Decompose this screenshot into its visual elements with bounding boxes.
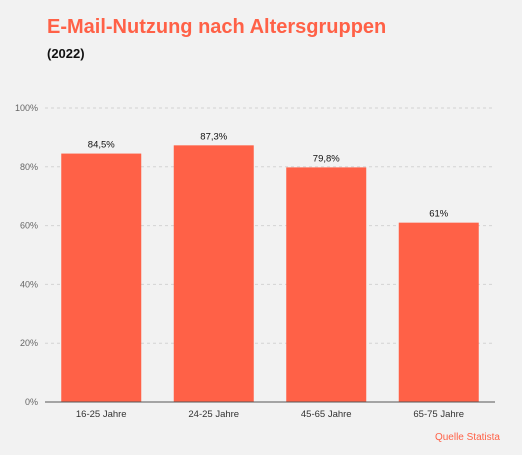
y-tick-label: 0% [25,397,38,407]
x-category-label: 16-25 Jahre [76,409,127,420]
y-tick-label: 80% [20,162,38,172]
chart-subtitle: (2022) [47,46,85,61]
data-label: 79,8% [313,153,340,164]
y-tick-label: 100% [15,103,38,113]
bar [286,167,367,402]
data-label: 61% [429,209,449,220]
source-note: Quelle Statista [434,432,500,443]
data-label: 87,3% [200,131,227,142]
y-tick-label: 60% [20,221,38,231]
x-category-label: 24-25 Jahre [188,409,239,420]
bar [173,145,254,402]
y-tick-label: 40% [20,279,38,289]
x-category-label: 45-65 Jahre [301,409,352,420]
bar [61,153,142,402]
y-tick-label: 20% [20,338,38,348]
bar [398,222,479,402]
x-category-label: 65-75 Jahre [413,409,464,420]
chart-title: E-Mail-Nutzung nach Altersgruppen [47,16,387,38]
data-label: 84,5% [88,140,115,151]
